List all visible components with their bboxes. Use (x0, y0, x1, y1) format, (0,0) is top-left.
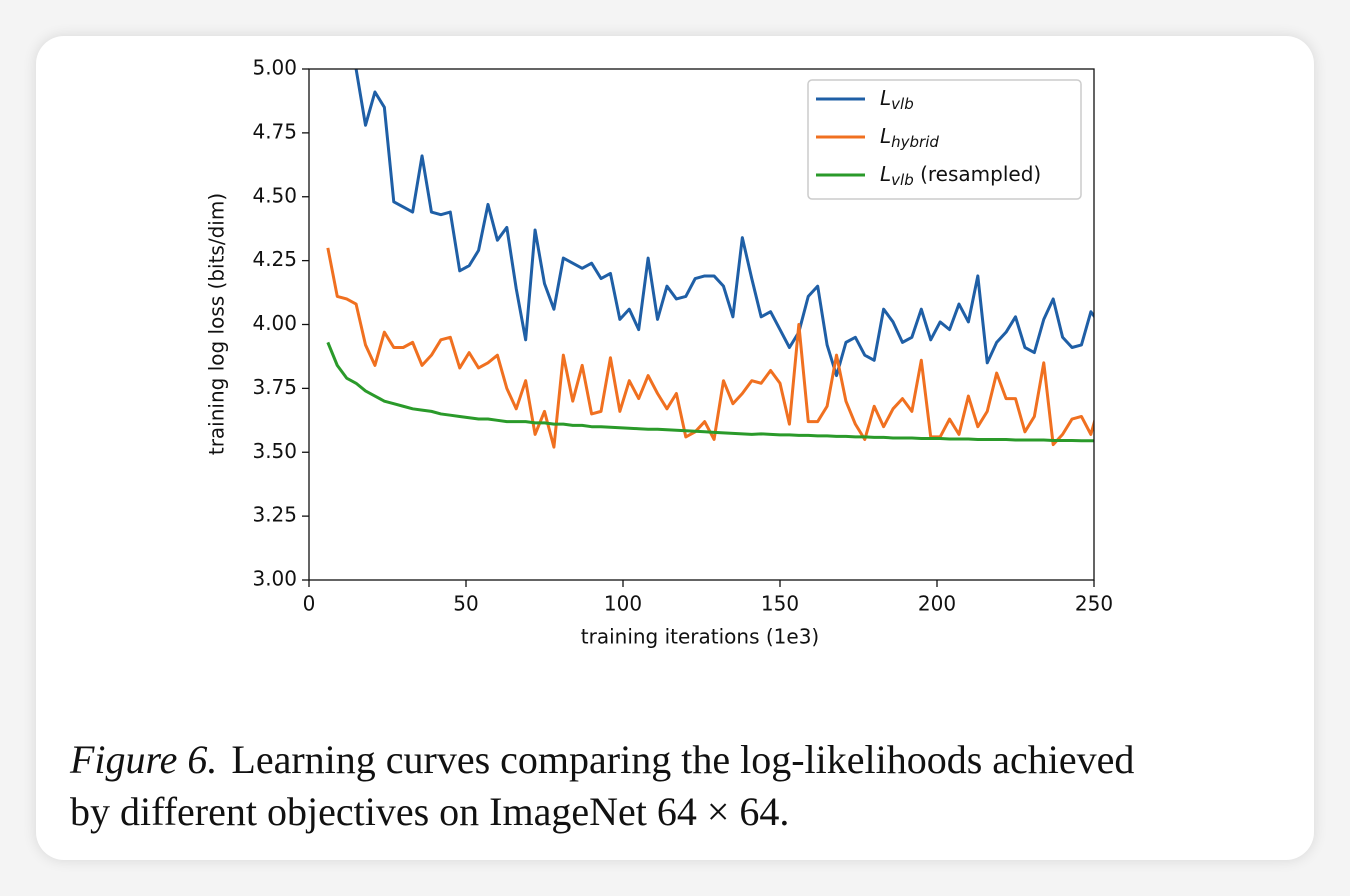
legend-label: Lhybrid (880, 124, 939, 151)
caption-label: Figure 6. (70, 737, 218, 782)
caption: Figure 6. Learning curves comparing the l… (70, 734, 1134, 838)
y-tick-label: 4.75 (252, 119, 297, 143)
x-tick-label: 150 (761, 592, 799, 616)
legend-sub: vlb (891, 95, 914, 113)
legend-base: L (880, 86, 891, 110)
legend-sub: vlb (891, 171, 914, 189)
plot-frame (308, 68, 1095, 581)
legend-base: L (880, 124, 891, 148)
series-line (354, 69, 1094, 378)
legend-box (807, 79, 1082, 200)
y-tick-label: 4.50 (252, 183, 297, 207)
legend-base: L (880, 162, 891, 186)
x-axis-label: training iterations (1e3) (581, 625, 819, 649)
x-tick-label: 100 (604, 592, 642, 616)
caption-text: Learning curves comparing the log-likeli… (231, 737, 1135, 782)
y-axis-label: training log loss (bits/dim) (205, 193, 229, 455)
caption-line: Figure 6. Learning curves comparing the l… (70, 734, 1134, 786)
y-tick-label: 3.75 (252, 375, 297, 399)
legend-label: Lvlb (880, 86, 914, 113)
y-tick-label: 3.00 (252, 567, 297, 591)
caption-line: by different objectives on ImageNet 64 ×… (70, 789, 790, 834)
series-line (326, 341, 1094, 443)
x-tick-label: 50 (453, 592, 478, 616)
figure-card (36, 36, 1314, 860)
y-tick-label: 5.00 (252, 56, 297, 80)
series-line (326, 247, 1094, 449)
y-tick-label: 3.50 (252, 439, 297, 463)
legend-label: Lvlb (resampled) (880, 162, 1041, 189)
y-tick-label: 3.25 (252, 503, 297, 527)
x-tick-label: 0 (303, 592, 316, 616)
x-tick-label: 250 (1075, 592, 1113, 616)
plot-lines (326, 69, 1094, 449)
y-tick-label: 4.25 (252, 247, 297, 271)
x-tick-label: 200 (918, 592, 956, 616)
legend-sub: hybrid (891, 133, 939, 151)
y-tick-label: 4.00 (252, 311, 297, 335)
legend-suffix: (resampled) (914, 162, 1041, 186)
